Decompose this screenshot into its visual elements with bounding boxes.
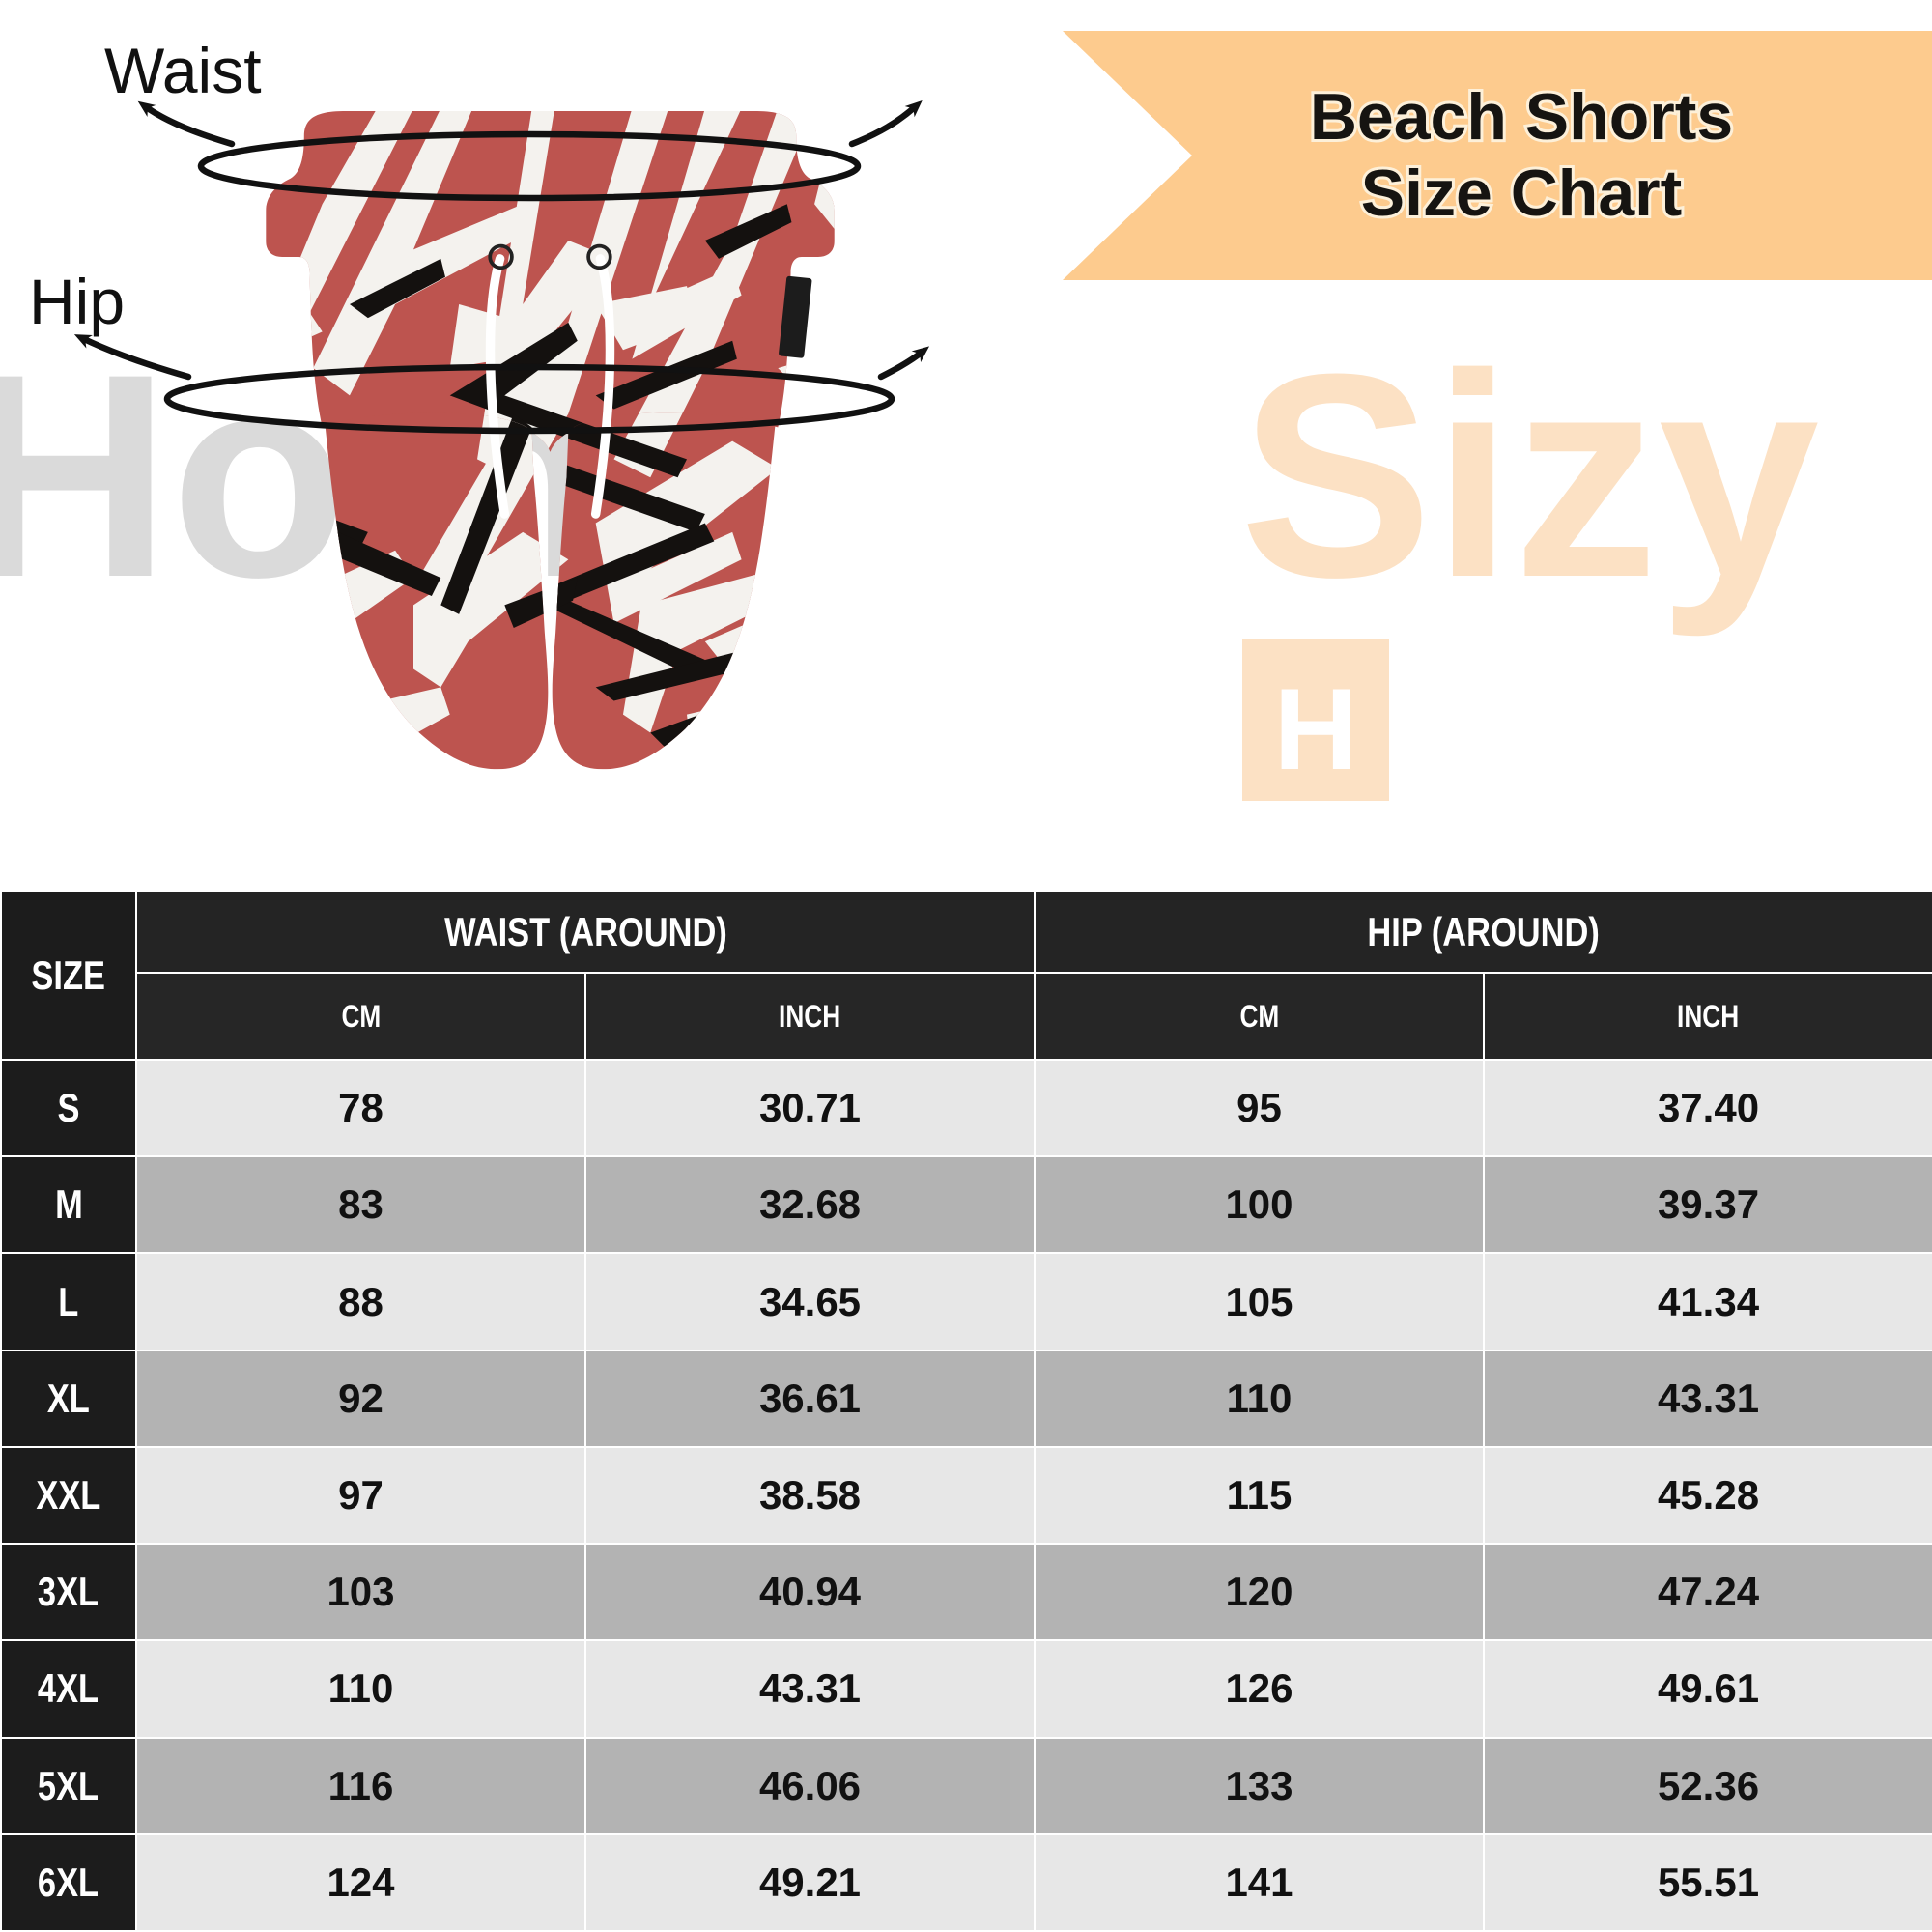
svg-text:H: H [1274,665,1358,794]
svg-text:Sizy: Sizy [1239,348,1821,639]
svg-text:Hip: Hip [29,266,125,337]
